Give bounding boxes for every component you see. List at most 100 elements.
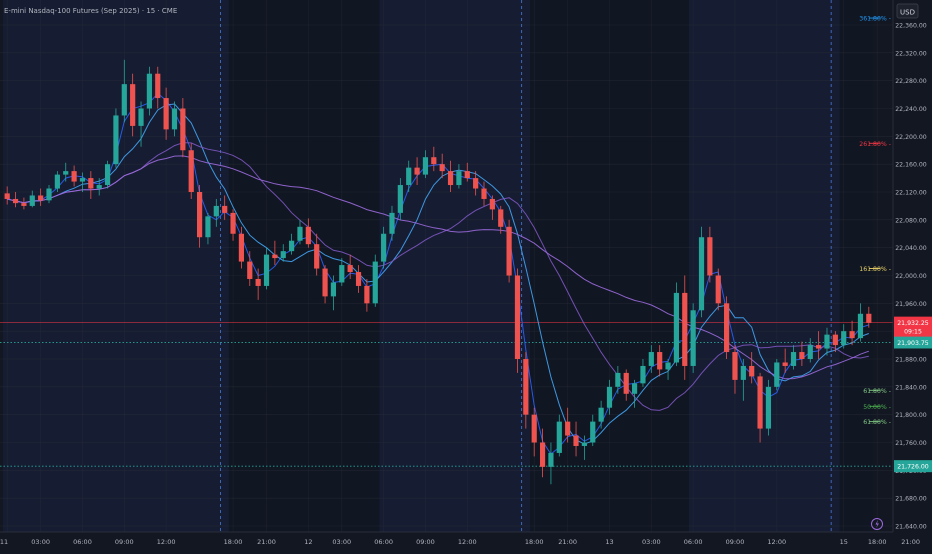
candle[interactable]	[740, 359, 746, 401]
candle[interactable]	[456, 164, 462, 189]
candle[interactable]	[104, 160, 111, 189]
candle[interactable]	[447, 160, 454, 192]
candle[interactable]	[314, 233, 320, 276]
candle[interactable]	[330, 275, 337, 311]
candle[interactable]	[623, 369, 629, 401]
candle[interactable]	[263, 247, 270, 290]
candle[interactable]	[782, 348, 788, 373]
candle[interactable]	[824, 327, 830, 356]
candle[interactable]	[648, 345, 654, 373]
time-axis[interactable]	[0, 532, 893, 550]
candle[interactable]	[682, 275, 688, 380]
candle[interactable]	[431, 146, 437, 172]
candle[interactable]	[71, 165, 77, 187]
candle[interactable]	[690, 303, 696, 373]
candle[interactable]	[531, 407, 537, 457]
candle[interactable]	[372, 254, 378, 307]
candle[interactable]	[539, 428, 546, 478]
candle[interactable]	[389, 205, 395, 241]
candle[interactable]	[857, 303, 864, 342]
candle[interactable]	[196, 185, 203, 248]
candle[interactable]	[230, 209, 236, 241]
candle[interactable]	[79, 172, 86, 192]
candle[interactable]	[96, 178, 102, 196]
candle[interactable]	[606, 379, 613, 415]
candle[interactable]	[381, 226, 387, 269]
candle[interactable]	[631, 379, 638, 408]
candle[interactable]	[590, 414, 596, 446]
candle[interactable]	[724, 296, 730, 359]
candle[interactable]	[707, 226, 713, 283]
candle[interactable]	[155, 66, 161, 109]
candle[interactable]	[355, 265, 362, 293]
candle[interactable]	[807, 338, 813, 363]
candle[interactable]	[146, 66, 152, 116]
candle[interactable]	[665, 359, 671, 380]
candle[interactable]	[732, 345, 738, 394]
candle[interactable]	[280, 244, 286, 262]
candle[interactable]	[222, 195, 228, 220]
candle[interactable]	[63, 162, 69, 182]
candle[interactable]	[765, 379, 772, 436]
candle[interactable]	[247, 251, 253, 286]
candle[interactable]	[138, 101, 144, 147]
candle[interactable]	[757, 372, 763, 443]
candle[interactable]	[171, 101, 178, 137]
candle[interactable]	[548, 442, 554, 485]
candle[interactable]	[213, 198, 219, 227]
candle[interactable]	[88, 171, 94, 199]
candle[interactable]	[21, 197, 27, 210]
candle[interactable]	[565, 407, 571, 443]
candle[interactable]	[4, 186, 10, 205]
candle[interactable]	[673, 282, 680, 366]
candle[interactable]	[598, 400, 604, 429]
candle[interactable]	[12, 192, 19, 208]
candle[interactable]	[38, 188, 44, 206]
candle[interactable]	[163, 87, 169, 140]
candle[interactable]	[464, 162, 470, 182]
candle[interactable]	[364, 278, 370, 312]
candle[interactable]	[849, 320, 855, 346]
candle[interactable]	[514, 268, 521, 373]
candle[interactable]	[180, 98, 186, 158]
candle[interactable]	[832, 331, 838, 353]
candle[interactable]	[205, 212, 211, 245]
candle[interactable]	[506, 219, 512, 283]
candle[interactable]	[481, 181, 487, 206]
currency-button[interactable]	[896, 3, 919, 19]
candle[interactable]	[841, 324, 847, 349]
candle[interactable]	[473, 171, 479, 196]
candle[interactable]	[406, 160, 412, 192]
candle[interactable]	[422, 150, 429, 179]
candle[interactable]	[866, 306, 872, 328]
candle[interactable]	[414, 157, 420, 186]
candle[interactable]	[121, 59, 127, 123]
candle[interactable]	[523, 352, 529, 429]
candle[interactable]	[29, 190, 35, 208]
candle[interactable]	[397, 178, 403, 220]
price-axis[interactable]	[893, 0, 932, 550]
candle[interactable]	[749, 352, 755, 384]
replay-icon[interactable]	[871, 518, 883, 530]
candle[interactable]	[790, 345, 797, 370]
candle[interactable]	[640, 359, 646, 387]
candle[interactable]	[556, 414, 562, 457]
candle[interactable]	[799, 341, 805, 366]
candle[interactable]	[581, 435, 587, 460]
candle[interactable]	[439, 153, 445, 179]
candle[interactable]	[489, 195, 495, 220]
candle[interactable]	[113, 108, 119, 168]
candle[interactable]	[573, 421, 579, 457]
candle[interactable]	[698, 226, 705, 318]
candle[interactable]	[774, 359, 780, 391]
candle[interactable]	[816, 331, 822, 359]
candle[interactable]	[272, 240, 278, 266]
candle[interactable]	[130, 73, 136, 137]
candle[interactable]	[238, 226, 245, 269]
candle[interactable]	[347, 254, 353, 279]
candle[interactable]	[255, 268, 261, 300]
candle[interactable]	[339, 258, 345, 286]
candle[interactable]	[297, 219, 303, 245]
